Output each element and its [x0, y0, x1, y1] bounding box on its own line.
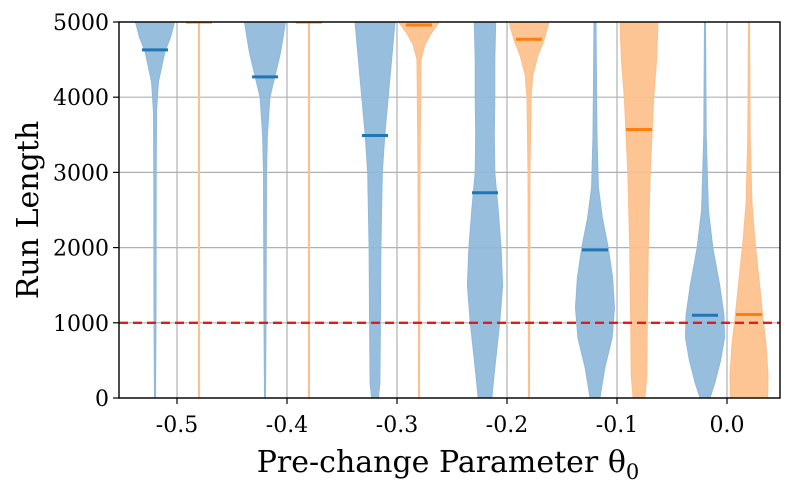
- x-tick-label: -0.5: [156, 413, 198, 438]
- y-tick-label: 2000: [53, 237, 109, 262]
- x-tick-label: -0.2: [486, 413, 528, 438]
- violin-body: [243, 22, 287, 398]
- y-axis-label: Run Length: [11, 121, 46, 299]
- x-tick-label: -0.4: [266, 413, 308, 438]
- violin-body: [574, 22, 616, 398]
- x-axis-label-text: Pre-change Parameter θ: [257, 445, 626, 480]
- y-tick-label: 0: [95, 387, 109, 412]
- plot-frame: [118, 21, 781, 399]
- violin-body: [729, 22, 769, 398]
- x-tick-label: -0.1: [596, 413, 638, 438]
- y-tick-label: 5000: [53, 11, 109, 36]
- violin-body: [684, 22, 726, 398]
- y-tick-label: 3000: [53, 161, 109, 186]
- violin-body: [619, 22, 659, 398]
- violins: [134, 22, 769, 398]
- x-tick-label: 0.0: [710, 413, 745, 438]
- y-tick-label: 1000: [53, 312, 109, 337]
- x-tick-label: -0.3: [376, 413, 418, 438]
- violin-body: [354, 22, 396, 398]
- x-axis-label-subscript: 0: [626, 460, 639, 484]
- y-tick-label: 4000: [53, 86, 109, 111]
- violin-body: [508, 22, 550, 398]
- axis-ticks: -0.5 -0.4 -0.3 -0.2 -0.1 0.0 0 1000 2000 3000 4000…: [53, 11, 745, 438]
- violin-body: [466, 22, 504, 398]
- violin-body: [397, 22, 441, 398]
- x-axis-label: Pre-change Parameter θ0: [257, 445, 640, 484]
- violin-body: [134, 22, 176, 398]
